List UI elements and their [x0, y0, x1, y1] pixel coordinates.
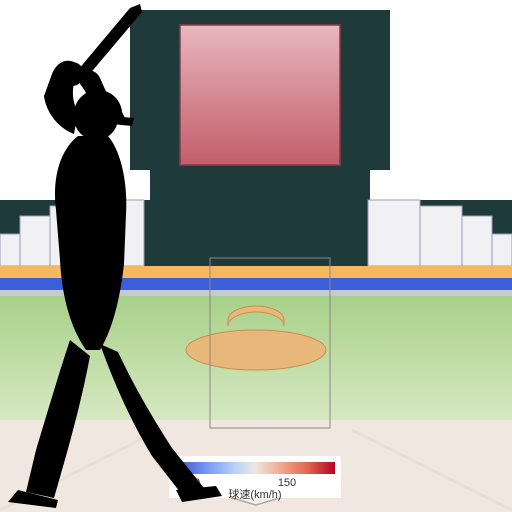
colorbar — [175, 462, 335, 474]
pitchers-mound — [186, 330, 326, 370]
heatmap-panel — [180, 25, 340, 165]
pitch-chart: 100150球速(km/h) — [0, 0, 512, 512]
scoreboard — [130, 10, 390, 200]
legend-tick: 150 — [278, 477, 296, 489]
legend-label: 球速(km/h) — [228, 487, 281, 501]
